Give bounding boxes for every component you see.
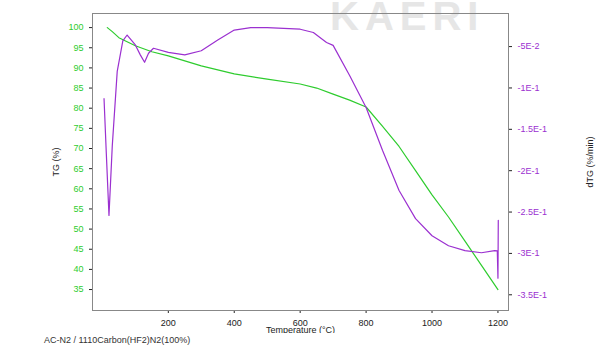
svg-text:40: 40 xyxy=(73,264,83,274)
svg-text:1000: 1000 xyxy=(422,318,442,328)
svg-text:60: 60 xyxy=(73,184,83,194)
svg-text:55: 55 xyxy=(73,204,83,214)
svg-text:TG (%): TG (%) xyxy=(51,148,61,177)
svg-text:70: 70 xyxy=(73,143,83,153)
svg-text:-3.5E-1: -3.5E-1 xyxy=(518,290,548,300)
svg-text:-1E-1: -1E-1 xyxy=(518,83,540,93)
svg-text:400: 400 xyxy=(227,318,242,328)
svg-text:35: 35 xyxy=(73,284,83,294)
svg-text:90: 90 xyxy=(73,63,83,73)
svg-text:50: 50 xyxy=(73,224,83,234)
svg-text:-1.5E-1: -1.5E-1 xyxy=(518,124,548,134)
svg-text:-5E-2: -5E-2 xyxy=(518,41,540,51)
svg-text:-3E-1: -3E-1 xyxy=(518,248,540,258)
svg-text:-2E-1: -2E-1 xyxy=(518,166,540,176)
svg-text:600: 600 xyxy=(292,317,308,328)
svg-text:95: 95 xyxy=(73,43,83,53)
svg-text:Temperature (°C): Temperature (°C) xyxy=(266,325,335,334)
svg-text:200: 200 xyxy=(161,318,176,328)
svg-text:75: 75 xyxy=(73,123,83,133)
svg-text:45: 45 xyxy=(73,244,83,254)
svg-text:85: 85 xyxy=(73,83,83,93)
svg-text:100: 100 xyxy=(68,22,83,32)
html-text:AC-N2 / 1110Carbon(HF2)N2(100%: AC-N2 / 1110Carbon(HF2)N2(100%) xyxy=(44,335,191,345)
svg-text:800: 800 xyxy=(359,318,374,328)
svg-text:1200: 1200 xyxy=(488,318,508,328)
svg-text:80: 80 xyxy=(73,103,83,113)
svg-text:-2.5E-1: -2.5E-1 xyxy=(518,207,548,217)
svg-text:dTG (%/min): dTG (%/min) xyxy=(585,136,595,187)
svg-text:65: 65 xyxy=(73,164,83,174)
